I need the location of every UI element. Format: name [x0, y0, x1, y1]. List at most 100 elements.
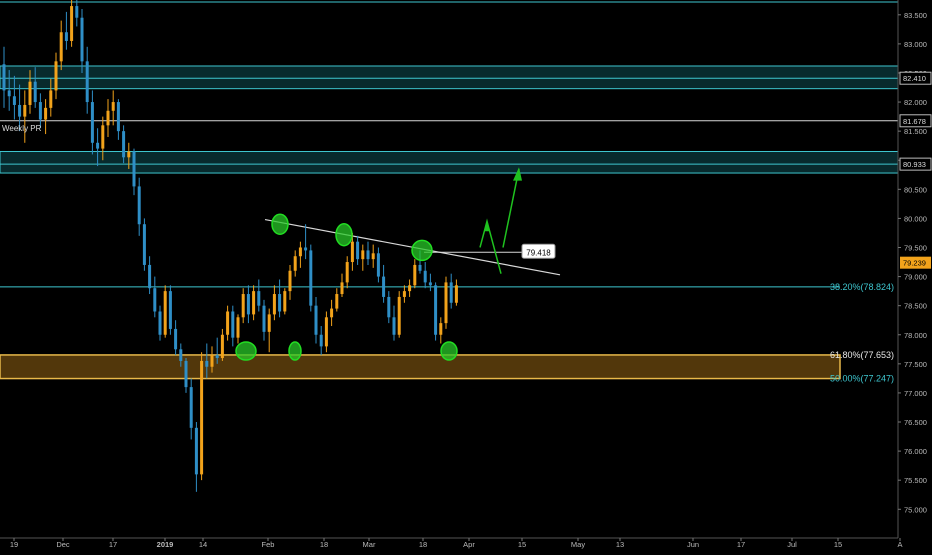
- candle-body: [376, 253, 380, 277]
- candle-body: [49, 90, 53, 108]
- candle-body: [44, 107, 48, 120]
- candle-body: [64, 32, 68, 41]
- x-tick-label: 19: [10, 540, 18, 549]
- candle-body: [194, 427, 198, 475]
- candle-body: [70, 6, 74, 41]
- resistance-zone: [0, 65, 899, 90]
- candle-body: [189, 387, 193, 428]
- y-tick-label: 76.500: [904, 418, 927, 427]
- x-tick-label: A: [897, 540, 902, 549]
- touch-point-marker: [235, 341, 257, 361]
- y-tick-label: 78.500: [904, 302, 927, 311]
- touch-point-marker: [271, 213, 289, 235]
- x-tick-label: 13: [616, 540, 624, 549]
- y-tick-label: 76.000: [904, 447, 927, 456]
- candle-body: [382, 276, 386, 297]
- candle-body: [80, 17, 84, 62]
- candle-body: [179, 349, 183, 361]
- candle-body: [132, 151, 136, 187]
- candle-body: [408, 285, 412, 292]
- x-tick-label: Jun: [687, 540, 699, 549]
- candle-body: [423, 270, 427, 283]
- weekly-pr-label: Weekly PR: [2, 124, 42, 133]
- candle-body: [257, 291, 261, 306]
- y-tick-label: 77.000: [904, 389, 927, 398]
- candle-body: [85, 61, 89, 103]
- candle-body: [101, 125, 105, 149]
- candle-body: [345, 262, 349, 283]
- projection-arrowhead: [513, 167, 522, 181]
- y-tick-label: 83.500: [904, 11, 927, 20]
- candle-body: [111, 102, 115, 111]
- price-tag-label: 81.678: [903, 117, 926, 126]
- projection-arrow: [502, 168, 520, 248]
- candle-body: [246, 294, 250, 315]
- candle-body: [127, 151, 131, 158]
- candle-body: [392, 317, 396, 335]
- x-tick-label: Jul: [787, 540, 797, 549]
- candle-body: [116, 102, 120, 132]
- x-tick-label: 17: [737, 540, 745, 549]
- price-tag-label: 79.239: [903, 259, 926, 268]
- candle-body: [174, 328, 178, 350]
- price-tag-label: 80.933: [903, 160, 926, 169]
- fib-label: 61.80%(77.653): [830, 350, 894, 360]
- projection-path: [479, 218, 502, 274]
- candle-body: [449, 282, 453, 303]
- callout-box: [521, 243, 556, 259]
- x-tick-label: 15: [834, 540, 842, 549]
- candle-body: [387, 296, 391, 318]
- price-tag: [899, 71, 932, 85]
- candle-body: [314, 305, 318, 335]
- candle-body: [90, 102, 94, 143]
- candle-body: [366, 250, 370, 260]
- x-tick-label: Mar: [363, 540, 376, 549]
- candle-body: [205, 360, 209, 367]
- x-tick-label: May: [571, 540, 585, 549]
- price-tag: [900, 256, 931, 269]
- candle-body: [210, 355, 214, 367]
- projection-arrowhead: [484, 219, 490, 232]
- candle-body: [33, 81, 37, 103]
- candle-body: [454, 285, 458, 303]
- candle-body: [59, 32, 63, 62]
- candle-body: [122, 131, 126, 158]
- x-tick-label: Apr: [463, 540, 475, 549]
- y-tick-label: 79.000: [904, 273, 927, 282]
- y-tick-label: 78.000: [904, 331, 927, 340]
- touch-point-marker: [288, 341, 302, 361]
- candle-body: [12, 96, 16, 105]
- candle-body: [283, 291, 287, 312]
- candle-body: [241, 294, 245, 318]
- candle-body: [267, 314, 271, 332]
- candle-body: [200, 360, 204, 475]
- candle-body: [153, 288, 157, 312]
- candle-body: [38, 102, 42, 120]
- candle-body: [402, 291, 406, 297]
- x-tick-label: 18: [320, 540, 328, 549]
- y-tick-label: 83.000: [904, 40, 927, 49]
- y-tick-label: 75.000: [904, 505, 927, 514]
- touch-point-marker: [335, 222, 353, 247]
- candle-body: [168, 291, 172, 329]
- candle-body: [137, 186, 141, 225]
- candle-body: [319, 334, 323, 347]
- candle-body: [324, 317, 328, 347]
- candle-body: [288, 270, 292, 292]
- candle-body: [444, 282, 448, 324]
- candle-body: [272, 294, 276, 315]
- candle-body: [75, 6, 79, 18]
- candle-body: [340, 282, 344, 295]
- callout-label: 79.418: [526, 248, 551, 257]
- candle-body: [18, 104, 22, 117]
- candle-body: [252, 291, 256, 315]
- candle-body: [330, 308, 334, 318]
- candle-body: [142, 224, 146, 265]
- fib-label: 50.00%(77.247): [830, 374, 894, 384]
- candle-body: [439, 323, 443, 335]
- candle-body: [298, 247, 302, 257]
- candle-body: [220, 334, 224, 359]
- candle-body: [215, 355, 219, 359]
